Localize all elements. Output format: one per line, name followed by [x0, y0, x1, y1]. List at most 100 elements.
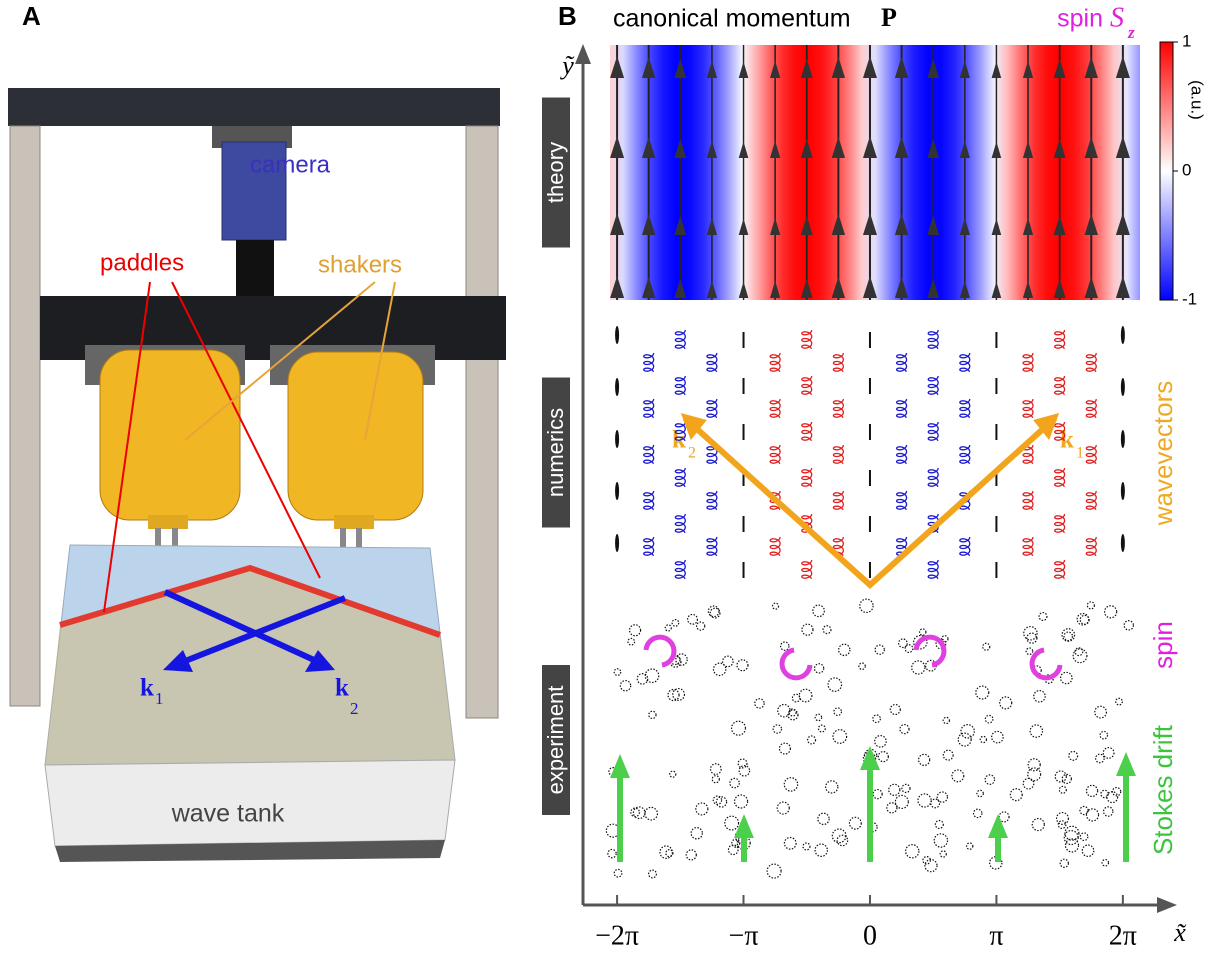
trajectory	[1055, 330, 1065, 349]
experiment-trajectory	[859, 663, 865, 669]
experiment-trajectory	[792, 694, 800, 702]
experiment-trajectory	[773, 725, 781, 733]
shaker-tip	[148, 515, 188, 529]
trajectory	[675, 514, 685, 533]
experiment-trajectory	[918, 794, 931, 807]
trajectory	[644, 353, 654, 372]
experiment-trajectory	[620, 681, 630, 691]
experiment-trajectory	[697, 622, 705, 630]
trajectory	[770, 537, 780, 556]
experiment-trajectory	[937, 792, 947, 802]
experiment-trajectory	[777, 802, 789, 814]
experiment-trajectory	[788, 710, 798, 720]
experiment-trajectory	[1032, 818, 1044, 830]
trajectory	[615, 326, 619, 344]
colorbar-tick-label: -1	[1182, 289, 1197, 308]
row-label: experiment	[543, 686, 568, 795]
experiment-trajectory	[1101, 790, 1108, 797]
axis-arrow	[1157, 897, 1177, 913]
experiment-trajectory	[974, 809, 982, 817]
trajectory	[707, 353, 717, 372]
trajectory	[928, 468, 938, 487]
trajectory	[1055, 560, 1065, 579]
trajectory	[770, 445, 780, 464]
x-tick-label: 2π	[1109, 920, 1137, 951]
trajectory	[1086, 399, 1096, 418]
trajectory	[1086, 491, 1096, 510]
arrow-head	[734, 814, 754, 838]
experiment-trajectory	[1100, 731, 1107, 738]
experiment-trajectory	[739, 766, 749, 776]
experiment-trajectory	[779, 743, 790, 754]
experiment-trajectory	[828, 678, 841, 691]
trajectory	[960, 445, 970, 464]
experiment-trajectory	[873, 790, 882, 799]
experiment-trajectory	[1055, 771, 1066, 782]
experiment-trajectory	[649, 870, 657, 878]
experiment-trajectory	[755, 699, 764, 708]
experiment-trajectory	[1080, 806, 1088, 814]
trajectory	[770, 353, 780, 372]
experiment-trajectory	[614, 869, 622, 877]
trajectory	[1121, 430, 1125, 448]
spin-arrow	[916, 637, 944, 665]
experiment-trajectory	[1095, 706, 1107, 718]
axis-arrow	[575, 44, 591, 64]
experiment-trajectory	[1065, 826, 1079, 840]
trajectory	[707, 491, 717, 510]
trajectory	[1055, 468, 1065, 487]
experiment-trajectory	[826, 781, 838, 793]
experiment-trajectory	[784, 778, 797, 791]
experiment-trajectory	[873, 715, 881, 723]
title: canonical momentum	[613, 5, 851, 33]
experiment-trajectory	[1116, 698, 1123, 705]
trajectory	[615, 430, 619, 448]
experiment-trajectory	[784, 837, 796, 849]
experiment-trajectory	[977, 790, 983, 796]
experiment-trajectory	[923, 857, 931, 865]
experiment-trajectory	[961, 725, 974, 738]
trajectory	[675, 560, 685, 579]
experiment-trajectory	[943, 717, 949, 723]
trajectory	[897, 491, 907, 510]
experiment-trajectory	[919, 754, 930, 765]
trajectory	[675, 330, 685, 349]
experiment-trajectory	[1010, 789, 1022, 801]
label-camera: camera	[250, 151, 331, 178]
k1-label: k	[140, 675, 154, 702]
experiment-trajectory	[1087, 602, 1094, 609]
experiment-trajectory	[940, 851, 946, 857]
colorbar-unit: (a.u.)	[1188, 80, 1207, 120]
trajectory	[707, 399, 717, 418]
trajectory	[644, 399, 654, 418]
experiment-trajectory	[713, 796, 721, 804]
experiment-trajectory	[708, 606, 719, 617]
colorbar	[1160, 42, 1173, 300]
experiment-trajectory	[1065, 839, 1078, 852]
experiment-trajectory	[730, 778, 739, 787]
experiment-trajectory	[808, 736, 816, 744]
experiment-trajectory	[1026, 648, 1033, 655]
experiment-trajectory	[1064, 831, 1078, 845]
experiment-trajectory	[1000, 697, 1012, 709]
spin-symbol: S	[1110, 2, 1124, 33]
y-axis-label: ỹ	[559, 51, 575, 80]
experiment-trajectory	[672, 620, 679, 627]
trajectory	[675, 376, 685, 395]
spin-title: spin	[1057, 5, 1103, 33]
experiment-trajectory	[1039, 613, 1047, 621]
experiment-trajectory	[813, 605, 825, 617]
label-paddles: paddles	[100, 249, 184, 276]
experiment-trajectory	[1060, 859, 1068, 867]
experiment-trajectory	[967, 843, 973, 849]
panel-letter: A	[22, 1, 41, 31]
experiment-trajectory	[803, 843, 810, 850]
experiment-trajectory	[875, 736, 887, 748]
experiment-trajectory	[823, 626, 831, 634]
trajectory	[928, 330, 938, 349]
experiment-trajectory	[686, 850, 696, 860]
trajectory	[960, 399, 970, 418]
trajectory	[897, 399, 907, 418]
figure: A camera paddles shakers wave tank	[0, 0, 1216, 960]
trajectory	[1121, 482, 1125, 500]
